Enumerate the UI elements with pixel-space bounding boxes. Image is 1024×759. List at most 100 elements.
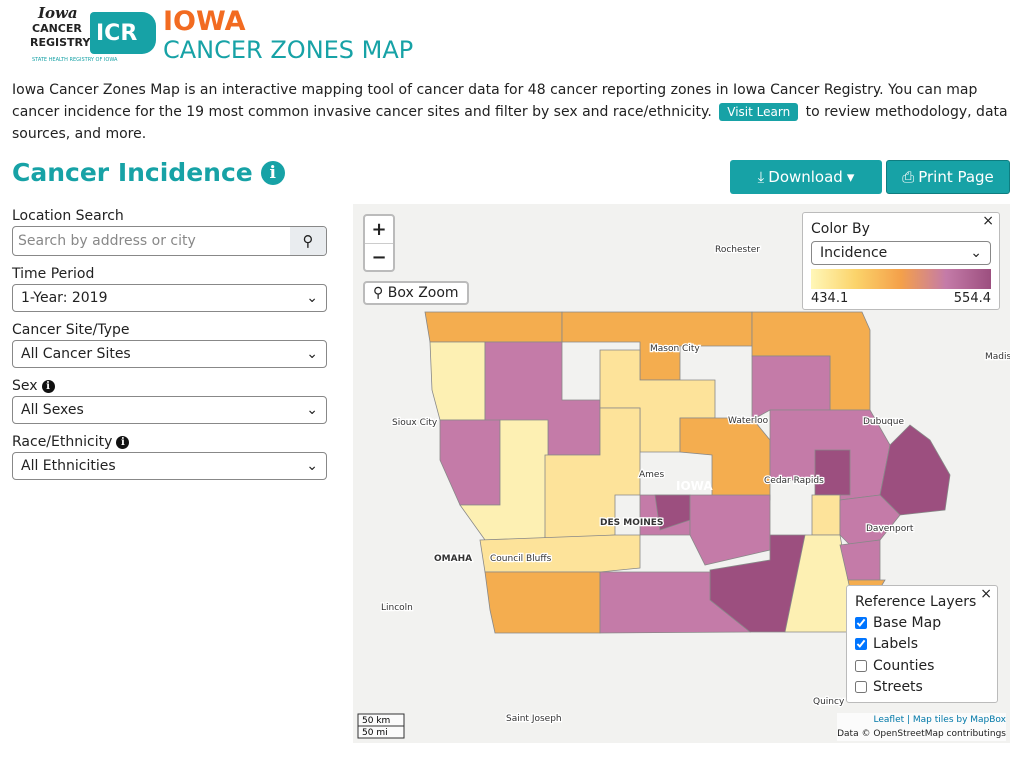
logo-tagline: STATE HEALTH REGISTRY OF IOWA: [32, 57, 118, 63]
filter-select[interactable]: All Ethnicities ⌄: [12, 452, 327, 480]
layer-checkbox[interactable]: [855, 659, 867, 672]
filter-label: Race/Ethnicity i: [12, 432, 327, 452]
logo-text: CANCER: [32, 22, 82, 35]
layer-option: Counties: [855, 655, 989, 677]
layer-label: Labels: [873, 636, 919, 653]
select-caret: ⌄: [306, 290, 318, 306]
section-title: Cancer Incidence i: [12, 158, 285, 187]
select-value: Incidence: [820, 245, 888, 261]
city-label: Quincy: [813, 697, 845, 707]
logo: Iowa CANCER REGISTRY ICR STATE HEALTH RE…: [30, 4, 158, 66]
layer-option: Labels: [855, 634, 989, 656]
layer-option: Base Map: [855, 612, 989, 634]
section-title-text: Cancer Incidence: [12, 158, 253, 187]
info-icon[interactable]: i: [41, 379, 55, 393]
select-value: All Ethnicities: [21, 458, 116, 474]
info-icon[interactable]: i: [116, 435, 130, 449]
visit-learn-button[interactable]: Visit Learn: [719, 103, 799, 121]
city-label: Waterloo: [728, 416, 769, 426]
city-label: Mason City: [650, 344, 700, 354]
filter-label: Sex i: [12, 376, 327, 396]
city-label: Madison: [985, 352, 1010, 362]
city-label: Sioux City: [392, 418, 438, 428]
city-label: Council Bluffs: [490, 554, 552, 564]
filter-label-text: Time Period: [12, 266, 95, 282]
filter-select[interactable]: 1-Year: 2019 ⌄: [12, 284, 327, 312]
intro: Iowa Cancer Zones Map is an interactive …: [12, 79, 1012, 145]
print-button[interactable]: ⎙ Print Page: [886, 160, 1010, 194]
layer-label: Counties: [873, 657, 935, 674]
scale-bar: 50 km 50 mi: [357, 713, 405, 739]
layer-checkbox[interactable]: [855, 638, 867, 651]
layer-option: Streets: [855, 677, 989, 699]
filter-label: Cancer Site/Type: [12, 320, 327, 340]
panel-title: Reference Layers: [855, 594, 977, 610]
color-ramp: [811, 269, 991, 289]
reference-layers-panel: × Reference Layers Base Map Labels Countie…: [846, 585, 998, 703]
button-text: Download: [768, 168, 843, 186]
logo-badge: ICR: [90, 12, 156, 54]
zoom-in[interactable]: +: [365, 216, 393, 244]
download-button[interactable]: ⤓ Download ▾: [730, 160, 882, 194]
layer-checkbox[interactable]: [855, 681, 867, 694]
search-box[interactable]: Search by address or city ⚲: [12, 226, 327, 256]
filter-label-text: Sex: [12, 378, 38, 394]
color-by-panel: × Color By Incidence ⌄ 434.1 554.4: [802, 212, 1000, 310]
scale-mi: [357, 725, 405, 739]
button-text: Print Page: [918, 168, 994, 186]
filter-select[interactable]: All Sexes ⌄: [12, 396, 327, 424]
city-label: DES MOINES: [600, 518, 663, 528]
legend-min: 434.1: [811, 291, 849, 306]
zoom-control: + −: [363, 214, 395, 272]
intro-text: Iowa Cancer Zones Map is an interactive …: [12, 82, 978, 120]
box-zoom-button[interactable]: ⚲ Box Zoom: [363, 281, 469, 305]
city-label: Dubuque: [863, 417, 904, 427]
scale-label: 50 mi: [362, 728, 388, 738]
close-button[interactable]: ×: [982, 213, 994, 229]
panel-title: Color By: [811, 221, 870, 237]
select-caret: ⌄: [306, 402, 318, 418]
city-label: Cedar Rapids: [764, 476, 824, 486]
city-label: Ames: [639, 470, 664, 480]
city-label: Lincoln: [381, 603, 413, 613]
attribution: Leaflet | Map tiles by MapBox Data © Ope…: [837, 713, 1006, 741]
select-value: All Cancer Sites: [21, 346, 131, 362]
filter-label: Location Search: [12, 208, 124, 224]
color-by-select[interactable]: Incidence ⌄: [811, 241, 991, 265]
attribution-text: Data © OpenStreetMap contributings: [837, 729, 1006, 739]
title: IOWA: [163, 6, 246, 37]
legend-max: 554.4: [953, 291, 991, 306]
city-label: OMAHA: [434, 554, 472, 564]
zoom-out[interactable]: −: [371, 247, 387, 268]
filter-label-text: Race/Ethnicity: [12, 434, 113, 450]
box-zoom-text: Box Zoom: [387, 285, 459, 301]
logo-text: Iowa: [38, 4, 78, 22]
select-value: All Sexes: [21, 402, 84, 418]
city-label: Saint Joseph: [506, 714, 562, 724]
subtitle: CANCER ZONES MAP: [163, 36, 414, 64]
filter-label-text: Cancer Site/Type: [12, 322, 130, 338]
filters: Location Search Search by address or cit…: [12, 198, 327, 480]
select-caret: ⌄: [306, 346, 318, 362]
map[interactable]: Rochester Madison Mason City Sioux City Wate…: [353, 204, 1010, 743]
logo-text: REGISTRY: [30, 36, 91, 49]
filter-select[interactable]: All Cancer Sites ⌄: [12, 340, 327, 368]
layer-checkbox[interactable]: [855, 616, 867, 629]
select-caret: ⌄: [306, 458, 318, 474]
layer-label: Base Map: [873, 614, 942, 631]
layer-label: Streets: [873, 679, 923, 696]
city-label: IOWA: [676, 479, 713, 493]
filter-label: Time Period: [12, 264, 327, 284]
city-label: Rochester: [715, 245, 760, 255]
city-label: Davenport: [866, 524, 914, 534]
search-placeholder: Search by address or city: [18, 233, 196, 249]
info-icon[interactable]: i: [260, 160, 285, 185]
search-button[interactable]: ⚲: [290, 227, 326, 255]
close-button[interactable]: ×: [980, 586, 992, 602]
attribution-text: Leaflet | Map tiles by MapBox: [873, 715, 1007, 725]
scale-label: 50 km: [362, 716, 390, 726]
map-canvas: Rochester Madison Mason City Sioux City Wate…: [357, 244, 1010, 739]
select-value: 1-Year: 2019: [21, 290, 108, 306]
intro-text: to review methodology, data sources, and…: [12, 104, 1008, 142]
